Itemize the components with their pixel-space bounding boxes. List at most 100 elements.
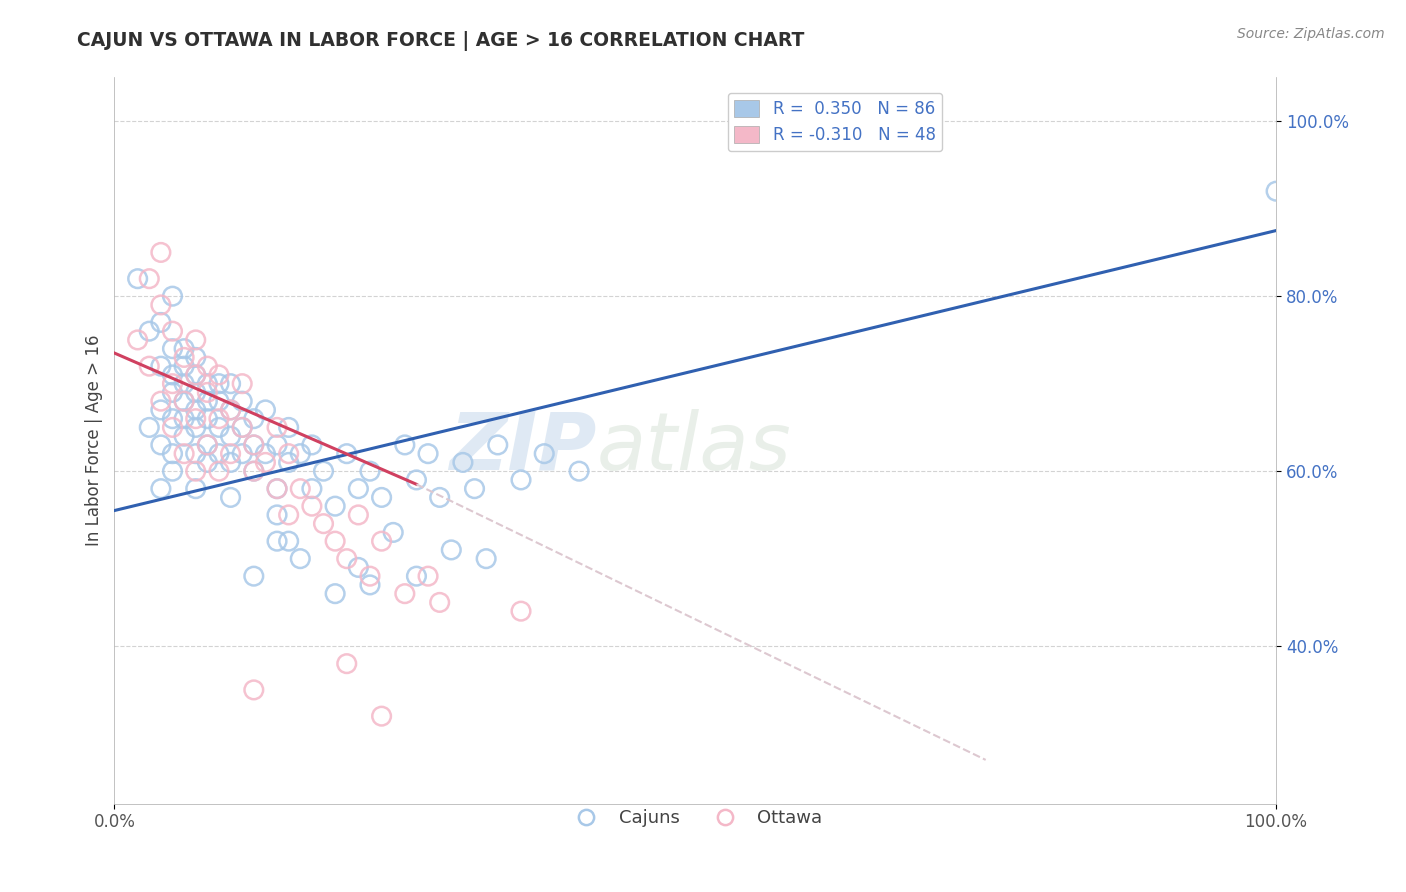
Text: Source: ZipAtlas.com: Source: ZipAtlas.com [1237, 27, 1385, 41]
Point [323, 534, 346, 549]
Point [138, 359, 160, 374]
Point [184, 351, 207, 365]
Point [243, 438, 266, 452]
Point [277, 420, 299, 434]
Point [370, 709, 392, 723]
Point [195, 376, 218, 391]
Point [277, 447, 299, 461]
Point [208, 411, 231, 425]
Point [243, 464, 266, 478]
Point [173, 447, 195, 461]
Point [254, 447, 277, 461]
Point [208, 447, 231, 461]
Point [416, 569, 439, 583]
Point [405, 569, 427, 583]
Point [312, 464, 335, 478]
Point [440, 542, 463, 557]
Point [195, 394, 218, 409]
Point [138, 324, 160, 338]
Legend: Cajuns, Ottawa: Cajuns, Ottawa [561, 802, 830, 835]
Point [277, 508, 299, 522]
Point [359, 578, 381, 592]
Point [149, 298, 172, 312]
Point [347, 482, 370, 496]
Point [301, 438, 323, 452]
Point [323, 587, 346, 601]
Point [184, 447, 207, 461]
Point [184, 420, 207, 434]
Point [231, 420, 253, 434]
Point [173, 394, 195, 409]
Point [243, 682, 266, 697]
Point [219, 429, 242, 443]
Y-axis label: In Labor Force | Age > 16: In Labor Force | Age > 16 [86, 334, 103, 546]
Point [243, 464, 266, 478]
Point [184, 368, 207, 382]
Point [219, 455, 242, 469]
Point [184, 333, 207, 347]
Point [243, 569, 266, 583]
Point [486, 438, 509, 452]
Point [336, 551, 359, 566]
Point [382, 525, 405, 540]
Point [533, 447, 555, 461]
Point [347, 508, 370, 522]
Point [568, 464, 591, 478]
Point [266, 420, 288, 434]
Point [138, 271, 160, 285]
Point [219, 491, 242, 505]
Point [195, 359, 218, 374]
Point [312, 516, 335, 531]
Point [162, 447, 184, 461]
Point [162, 411, 184, 425]
Point [429, 491, 451, 505]
Point [184, 464, 207, 478]
Point [162, 385, 184, 400]
Point [219, 403, 242, 417]
Point [162, 289, 184, 303]
Point [290, 447, 312, 461]
Point [405, 473, 427, 487]
Point [290, 551, 312, 566]
Point [208, 464, 231, 478]
Point [394, 587, 416, 601]
Point [359, 569, 381, 583]
Point [451, 455, 474, 469]
Point [254, 455, 277, 469]
Point [394, 438, 416, 452]
Point [1265, 184, 1288, 198]
Point [370, 534, 392, 549]
Point [149, 315, 172, 329]
Point [195, 411, 218, 425]
Point [370, 491, 392, 505]
Point [277, 534, 299, 549]
Point [173, 376, 195, 391]
Point [173, 394, 195, 409]
Point [127, 271, 149, 285]
Point [266, 438, 288, 452]
Point [173, 342, 195, 356]
Point [336, 657, 359, 671]
Point [184, 385, 207, 400]
Point [149, 359, 172, 374]
Point [149, 438, 172, 452]
Point [195, 438, 218, 452]
Point [429, 595, 451, 609]
Point [231, 394, 253, 409]
Point [184, 411, 207, 425]
Point [301, 499, 323, 513]
Point [266, 508, 288, 522]
Point [149, 482, 172, 496]
Point [243, 411, 266, 425]
Point [184, 368, 207, 382]
Point [243, 438, 266, 452]
Point [254, 403, 277, 417]
Point [162, 376, 184, 391]
Point [359, 464, 381, 478]
Point [266, 482, 288, 496]
Point [173, 351, 195, 365]
Point [301, 482, 323, 496]
Point [464, 482, 486, 496]
Point [127, 333, 149, 347]
Point [323, 499, 346, 513]
